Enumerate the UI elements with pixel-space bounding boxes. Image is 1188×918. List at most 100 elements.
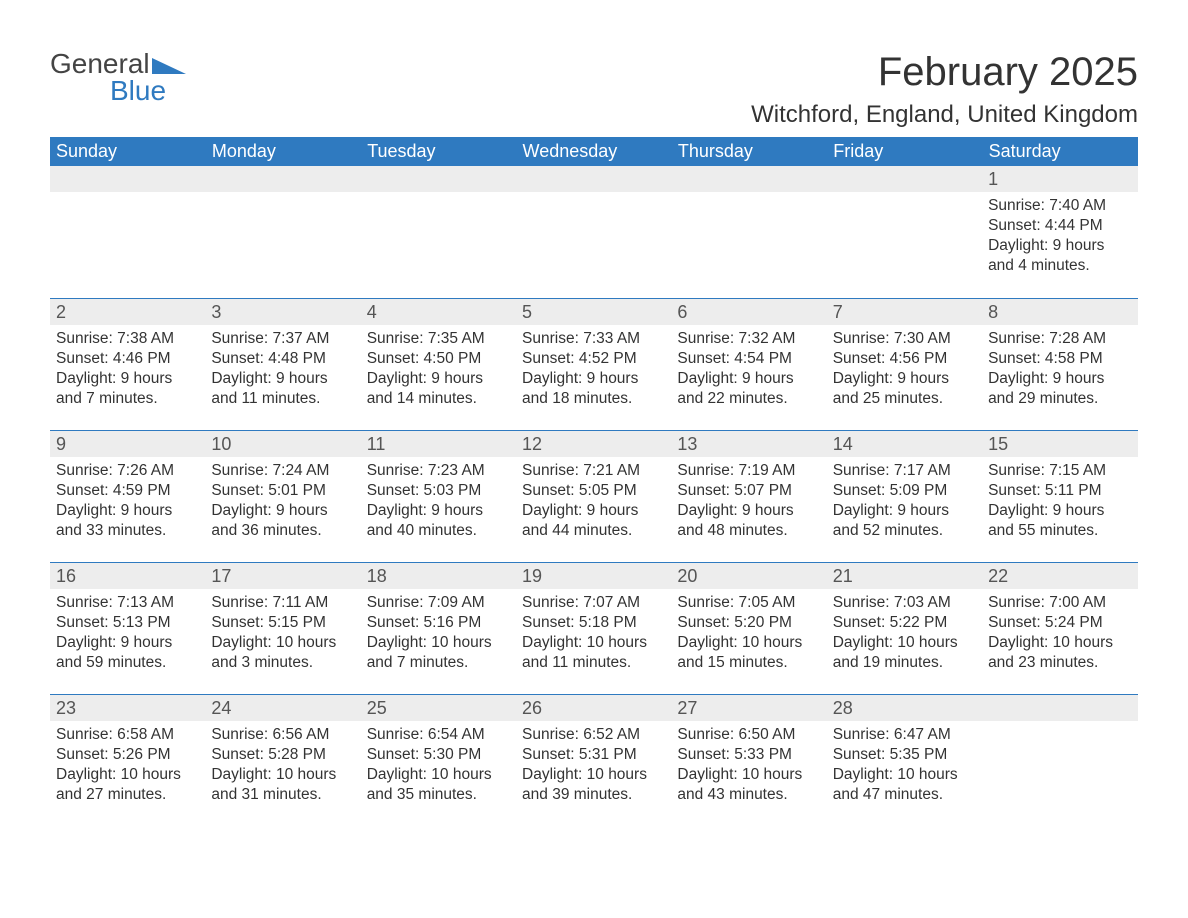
sunset-text: Sunset: 5:24 PM <box>988 613 1131 633</box>
sunrise-text: Sunrise: 7:09 AM <box>367 593 510 613</box>
day-number: 13 <box>671 431 826 457</box>
day-number: 11 <box>361 431 516 457</box>
sunset-text: Sunset: 4:48 PM <box>211 349 354 369</box>
sunset-text: Sunset: 5:28 PM <box>211 745 354 765</box>
day-content: Sunrise: 7:32 AMSunset: 4:54 PMDaylight:… <box>671 325 826 410</box>
day-content: Sunrise: 7:17 AMSunset: 5:09 PMDaylight:… <box>827 457 982 542</box>
sunset-text: Sunset: 5:26 PM <box>56 745 199 765</box>
sunrise-text: Sunrise: 7:35 AM <box>367 329 510 349</box>
sunrise-text: Sunrise: 7:07 AM <box>522 593 665 613</box>
daylight-text: Daylight: 9 hours and 25 minutes. <box>833 369 976 409</box>
calendar-cell: 14Sunrise: 7:17 AMSunset: 5:09 PMDayligh… <box>827 430 982 562</box>
sunset-text: Sunset: 5:01 PM <box>211 481 354 501</box>
daylight-text: Daylight: 9 hours and 33 minutes. <box>56 501 199 541</box>
sunrise-text: Sunrise: 7:05 AM <box>677 593 820 613</box>
weekday-header: Saturday <box>982 137 1137 166</box>
calendar-week-row: 1Sunrise: 7:40 AMSunset: 4:44 PMDaylight… <box>50 166 1138 298</box>
sunset-text: Sunset: 5:16 PM <box>367 613 510 633</box>
calendar-cell: 13 Sunrise: 7:19 AMSunset: 5:07 PMDayligh… <box>671 430 826 562</box>
calendar-cell-empty <box>50 166 205 298</box>
sunset-text: Sunset: 5:07 PM <box>677 481 820 501</box>
sunrise-text: Sunrise: 6:56 AM <box>211 725 354 745</box>
calendar-cell: 3Sunrise: 7:37 AMSunset: 4:48 PMDaylight… <box>205 298 360 430</box>
calendar-cell: 21Sunrise: 7:03 AMSunset: 5:22 PMDayligh… <box>827 562 982 694</box>
day-content: Sunrise: 6:50 AMSunset: 5:33 PMDaylight:… <box>671 721 826 806</box>
daylight-text: Daylight: 9 hours and 48 minutes. <box>677 501 820 541</box>
day-number: 4 <box>361 299 516 325</box>
day-number: 21 <box>827 563 982 589</box>
sunset-text: Sunset: 4:56 PM <box>833 349 976 369</box>
sunrise-text: Sunrise: 7:13 AM <box>56 593 199 613</box>
day-number <box>516 166 671 192</box>
day-number <box>982 695 1137 721</box>
sunset-text: Sunset: 4:52 PM <box>522 349 665 369</box>
calendar-week-row: 23Sunrise: 6:58 AMSunset: 5:26 PMDayligh… <box>50 694 1138 826</box>
sunrise-text: Sunrise: 7:11 AM <box>211 593 354 613</box>
daylight-text: Daylight: 9 hours and 7 minutes. <box>56 369 199 409</box>
calendar-week-row: 9Sunrise: 7:26 AMSunset: 4:59 PMDaylight… <box>50 430 1138 562</box>
calendar-cell: 15Sunrise: 7:15 AMSunset: 5:11 PMDayligh… <box>982 430 1137 562</box>
sunset-text: Sunset: 5:30 PM <box>367 745 510 765</box>
sunrise-text: Sunrise: 7:23 AM <box>367 461 510 481</box>
day-number: 20 <box>671 563 826 589</box>
location: Witchford, England, United Kingdom <box>751 101 1138 129</box>
calendar-cell-empty <box>827 166 982 298</box>
sunrise-text: Sunrise: 7:28 AM <box>988 329 1131 349</box>
sunrise-text: Sunrise: 7:03 AM <box>833 593 976 613</box>
sunrise-text: Sunrise: 7:30 AM <box>833 329 976 349</box>
day-content: Sunrise: 6:58 AMSunset: 5:26 PMDaylight:… <box>50 721 205 806</box>
day-number <box>827 166 982 192</box>
calendar-cell-empty <box>361 166 516 298</box>
day-number <box>205 166 360 192</box>
sunrise-text: Sunrise: 7:00 AM <box>988 593 1131 613</box>
sunset-text: Sunset: 5:11 PM <box>988 481 1131 501</box>
calendar-cell: 8Sunrise: 7:28 AMSunset: 4:58 PMDaylight… <box>982 298 1137 430</box>
sunset-text: Sunset: 4:44 PM <box>988 216 1131 236</box>
calendar-cell: 28Sunrise: 6:47 AMSunset: 5:35 PMDayligh… <box>827 694 982 826</box>
day-number: 5 <box>516 299 671 325</box>
day-content: Sunrise: 6:54 AMSunset: 5:30 PMDaylight:… <box>361 721 516 806</box>
daylight-text: Daylight: 10 hours and 31 minutes. <box>211 765 354 805</box>
sunset-text: Sunset: 5:22 PM <box>833 613 976 633</box>
day-content: Sunrise: 7:35 AMSunset: 4:50 PMDaylight:… <box>361 325 516 410</box>
sunrise-text: Sunrise: 7:21 AM <box>522 461 665 481</box>
sunset-text: Sunset: 5:20 PM <box>677 613 820 633</box>
calendar-cell: 18Sunrise: 7:09 AMSunset: 5:16 PMDayligh… <box>361 562 516 694</box>
day-number: 3 <box>205 299 360 325</box>
daylight-text: Daylight: 10 hours and 15 minutes. <box>677 633 820 673</box>
sunrise-text: Sunrise: 6:58 AM <box>56 725 199 745</box>
day-content: Sunrise: 7:28 AMSunset: 4:58 PMDaylight:… <box>982 325 1137 410</box>
calendar-cell: 10Sunrise: 7:24 AMSunset: 5:01 PMDayligh… <box>205 430 360 562</box>
day-number: 27 <box>671 695 826 721</box>
sunrise-text: Sunrise: 6:47 AM <box>833 725 976 745</box>
day-number: 15 <box>982 431 1137 457</box>
day-number: 16 <box>50 563 205 589</box>
day-number: 9 <box>50 431 205 457</box>
calendar-table: SundayMondayTuesdayWednesdayThursdayFrid… <box>50 137 1138 826</box>
day-number: 2 <box>50 299 205 325</box>
calendar-cell: 27Sunrise: 6:50 AMSunset: 5:33 PMDayligh… <box>671 694 826 826</box>
sunset-text: Sunset: 5:03 PM <box>367 481 510 501</box>
sunrise-text: Sunrise: 7:17 AM <box>833 461 976 481</box>
calendar-cell: 4Sunrise: 7:35 AMSunset: 4:50 PMDaylight… <box>361 298 516 430</box>
day-number: 14 <box>827 431 982 457</box>
weekday-header: Wednesday <box>516 137 671 166</box>
day-number: 10 <box>205 431 360 457</box>
sunrise-text: Sunrise: 7:19 AM <box>677 461 820 481</box>
day-number: 26 <box>516 695 671 721</box>
sunrise-text: Sunrise: 7:38 AM <box>56 329 199 349</box>
sunset-text: Sunset: 5:31 PM <box>522 745 665 765</box>
sunrise-text: Sunrise: 7:15 AM <box>988 461 1131 481</box>
day-content: Sunrise: 7:11 AMSunset: 5:15 PMDaylight:… <box>205 589 360 674</box>
sunset-text: Sunset: 5:13 PM <box>56 613 199 633</box>
calendar-body: 1Sunrise: 7:40 AMSunset: 4:44 PMDaylight… <box>50 166 1138 826</box>
sunrise-text: Sunrise: 6:52 AM <box>522 725 665 745</box>
title-block: February 2025 Witchford, England, United… <box>751 50 1138 129</box>
day-content: Sunrise: 7:24 AMSunset: 5:01 PMDaylight:… <box>205 457 360 542</box>
calendar-cell: 12Sunrise: 7:21 AMSunset: 5:05 PMDayligh… <box>516 430 671 562</box>
daylight-text: Daylight: 9 hours and 59 minutes. <box>56 633 199 673</box>
calendar-cell: 5Sunrise: 7:33 AMSunset: 4:52 PMDaylight… <box>516 298 671 430</box>
calendar-cell: 7Sunrise: 7:30 AMSunset: 4:56 PMDaylight… <box>827 298 982 430</box>
calendar-cell: 6Sunrise: 7:32 AMSunset: 4:54 PMDaylight… <box>671 298 826 430</box>
sunset-text: Sunset: 5:18 PM <box>522 613 665 633</box>
